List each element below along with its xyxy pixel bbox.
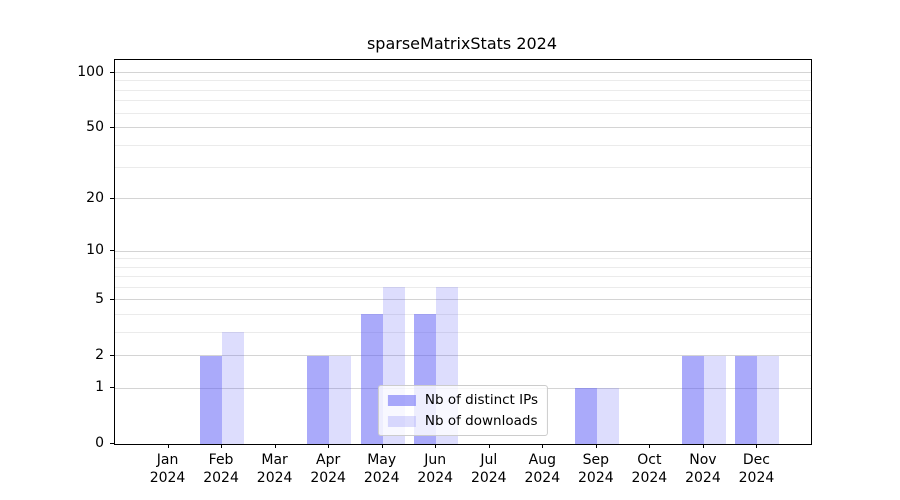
x-tick-mark [221, 444, 223, 448]
minor-gridline [115, 331, 811, 333]
x-tick-mark [381, 444, 383, 448]
y-tick-mark [110, 249, 114, 251]
y-tick-label: 20 [86, 189, 104, 206]
x-tick-label: Jan 2024 [149, 452, 186, 486]
y-tick-label: 0 [95, 435, 104, 451]
y-tick-mark [110, 197, 114, 199]
major-gridline [115, 198, 811, 200]
bar-ips-nov [681, 355, 704, 444]
y-tick-mark [110, 354, 114, 356]
x-tick-mark [274, 444, 276, 448]
x-tick-label: May 2024 [363, 452, 400, 486]
bar-downloads-apr [329, 355, 352, 444]
legend-swatch-downloads [387, 415, 416, 427]
minor-gridline [115, 266, 811, 268]
x-tick-label: Mar 2024 [256, 452, 293, 486]
minor-gridline [115, 112, 811, 114]
chart-title: sparseMatrixStats 2024 [366, 34, 558, 53]
x-tick-label: Sep 2024 [578, 452, 614, 486]
y-tick-mark [110, 387, 114, 389]
y-tick-label: 5 [95, 290, 104, 307]
x-tick-label: Aug 2024 [524, 452, 561, 486]
y-tick-mark [110, 298, 114, 300]
y-tick-mark [110, 443, 114, 444]
legend-row-distinct-ips: Nb of distinct IPs [387, 392, 539, 408]
y-tick-label: 10 [86, 241, 104, 258]
bar-ips-sep [574, 388, 597, 444]
legend-label-downloads: Nb of downloads [424, 413, 538, 429]
bar-ips-apr [307, 355, 330, 444]
x-tick-label: Feb 2024 [203, 452, 239, 486]
bar-ips-dec [735, 355, 758, 444]
minor-gridline [115, 286, 811, 288]
major-gridline [115, 250, 811, 252]
major-gridline [115, 127, 811, 129]
bar-downloads-sep [596, 388, 619, 444]
y-tick-mark [110, 71, 114, 73]
y-tick-mark [110, 126, 114, 128]
x-tick-mark [328, 444, 330, 448]
x-tick-mark [756, 444, 758, 448]
x-tick-mark [702, 444, 704, 448]
x-tick-mark [649, 444, 651, 448]
minor-gridline [115, 313, 811, 315]
x-tick-label: Apr 2024 [310, 452, 346, 486]
minor-gridline [115, 167, 811, 169]
plot-area: Nb of distinct IPs Nb of downloads [114, 59, 812, 445]
bar-downloads-dec [757, 355, 780, 444]
y-tick-label: 1 [95, 379, 104, 396]
x-tick-label: Dec 2024 [738, 452, 775, 486]
bar-downloads-nov [703, 355, 726, 444]
x-tick-label: Jul 2024 [470, 452, 507, 486]
bar-ips-feb [200, 355, 223, 444]
x-tick-mark [488, 444, 490, 448]
major-gridline [115, 72, 811, 74]
x-tick-mark [167, 444, 169, 448]
x-tick-label: Oct 2024 [631, 452, 668, 486]
minor-gridline [115, 80, 811, 82]
minor-gridline [115, 89, 811, 91]
legend-label-distinct-ips: Nb of distinct IPs [424, 392, 539, 408]
x-tick-mark [595, 444, 597, 448]
x-tick-label: Nov 2024 [685, 452, 721, 486]
y-tick-label: 2 [95, 346, 104, 363]
x-tick-label: Jun 2024 [417, 452, 454, 486]
legend-swatch-distinct-ips [387, 394, 416, 406]
bar-ips-may [360, 314, 383, 444]
minor-gridline [115, 144, 811, 146]
legend-row-downloads: Nb of downloads [387, 413, 538, 429]
major-gridline [115, 355, 811, 357]
bar-downloads-feb [222, 332, 245, 444]
minor-gridline [115, 100, 811, 102]
x-tick-mark [435, 444, 437, 448]
y-tick-label: 100 [77, 63, 104, 80]
legend: Nb of distinct IPs Nb of downloads [377, 385, 549, 436]
major-gridline [115, 299, 811, 301]
x-tick-mark [542, 444, 544, 448]
minor-gridline [115, 276, 811, 278]
y-tick-label: 50 [86, 118, 104, 135]
minor-gridline [115, 258, 811, 260]
